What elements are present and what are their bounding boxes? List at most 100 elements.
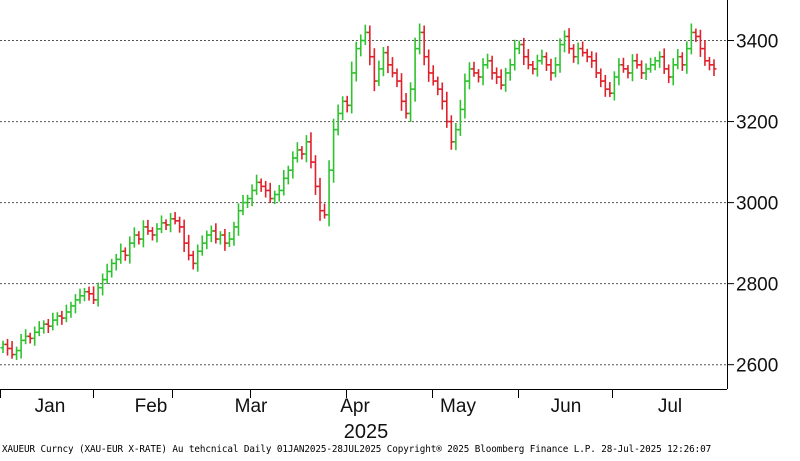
ohlc-bar [593,52,599,79]
ohlc-bar [620,57,626,73]
ohlc-bar [299,146,305,160]
ohlc-bar [335,104,341,136]
ohlc-bar [131,227,137,248]
ohlc-bar [417,23,423,55]
ohlc-bar [702,40,708,66]
ohlc-bar [272,190,278,205]
ohlc-bar [181,219,187,253]
ohlc-bar [254,174,260,195]
x-tick-label: Jan [35,396,66,417]
x-axis-year-label: 2025 [344,421,389,440]
ohlc-bar [235,203,241,236]
ohlc-bar [168,213,174,233]
ohlc-bar [113,253,119,271]
ohlc-bar [326,160,332,227]
y-axis-ticks: 2600 2800 3000 3200 3400 [727,32,778,377]
ohlc-bar [63,304,69,323]
ohlc-bar [534,54,540,77]
ohlc-bar [706,56,712,71]
ohlc-bar [697,29,703,57]
ohlc-bar [353,41,359,82]
ohlc-bar [331,118,337,183]
ohlc-bar [95,282,101,307]
ohlc-bar [657,51,663,68]
ohlc-bar [322,203,328,219]
ohlc-bar [358,34,364,57]
ohlc-bar [426,49,432,82]
ohlc-bar [625,65,631,79]
ohlc-bar [485,53,491,69]
ohlc-bar [127,236,133,264]
ohlc-bar [457,99,463,136]
ohlc-bar [507,58,513,81]
ohlc-bar [462,73,468,119]
ohlc-bar [652,56,658,71]
chart-footer: XAUEUR Curncy (XAU-EUR X-RATE) Au tehcni… [2,444,712,455]
x-tick-label: Apr [340,396,370,417]
ohlc-bar [172,212,178,225]
ohlc-bar [693,28,699,42]
ohlc-bar [18,333,24,359]
ohlc-bar [380,47,386,77]
ohlc-bar [639,60,645,80]
ohlc-bar [571,44,577,63]
ohlc-bar [14,346,20,361]
ohlc-bar [376,60,382,87]
price-bars [0,23,717,361]
ohlc-bar [598,68,604,88]
ohlc-bar [580,41,586,57]
ohlc-bar [23,329,29,345]
ohlc-bar [50,312,56,331]
x-tick-label: Jul [658,396,682,417]
ohlc-bar [77,288,83,304]
ohlc-bar [435,76,441,96]
ohlc-bar [421,25,427,66]
ohlc-bar [122,247,128,261]
ohlc-bar [45,319,51,333]
grid-lines [0,40,727,366]
y-tick-label: 3000 [736,194,778,215]
ohlc-bar [190,250,196,270]
ohlc-bar [525,49,531,70]
ohlc-bar [385,45,391,74]
ohlc-bar [648,57,654,73]
ohlc-bar [666,64,672,84]
ohlc-bar [670,58,676,86]
ohlc-bar [159,215,165,234]
x-tick-label: Feb [135,396,168,417]
ohlc-bar [199,235,205,256]
ohlc-bar [453,122,459,151]
ohlc-bar [688,23,694,55]
ohlc-bar [240,194,246,216]
ohlc-bar [439,82,445,110]
ohlc-bar [290,151,296,179]
ohlc-bar [516,40,522,55]
ohlc-bar [412,37,418,102]
ohlc-bar [222,228,228,251]
ohlc-bar [661,48,667,74]
ohlc-bar [281,169,287,196]
ohlc-bar [539,49,545,65]
ohlc-bar [91,286,97,305]
ohlc-bar [498,69,504,90]
ohlc-bar [109,258,115,278]
ohlc-bar [59,310,65,325]
ohlc-bar [72,294,78,314]
ohlc-bar [245,194,251,209]
ohlc-bar [575,42,581,65]
ohlc-bar [684,41,690,74]
ohlc-bar [226,231,232,247]
ohlc-bar [136,231,142,245]
x-tick-label: May [440,396,476,417]
ohlc-bar [32,326,38,346]
ohlc-bar [394,68,400,88]
ohlc-bar [494,67,500,85]
ohlc-bar [584,48,590,63]
ohlc-bar [557,38,563,73]
ohlc-bar [349,61,355,114]
ohlc-bar [140,220,146,248]
ohlc-bar [489,55,495,80]
ohlc-bar [430,65,436,86]
axes [0,0,728,390]
